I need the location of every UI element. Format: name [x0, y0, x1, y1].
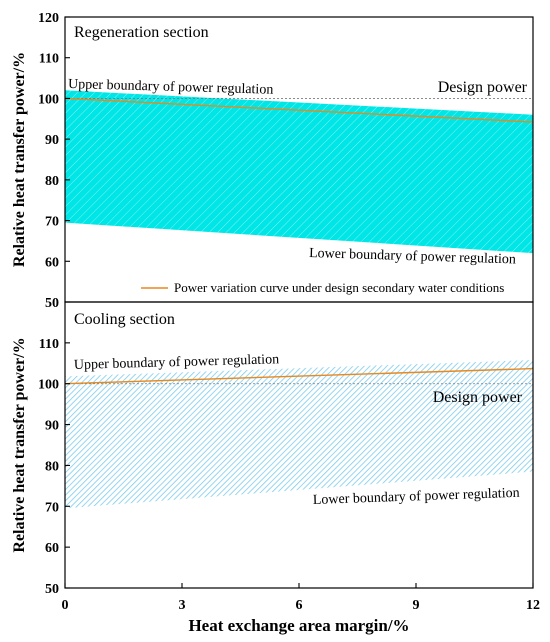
legend-label: Power variation curve under design secon… [174, 280, 504, 295]
annotation-upper-boundary-cooling: Upper boundary of power regulation [74, 352, 280, 373]
panel-title-cooling: Cooling section [74, 311, 175, 328]
y-axis-cooling: 50 60 70 80 90 100 110 [38, 337, 70, 597]
y-tick-label: 70 [45, 215, 59, 230]
x-tick-label: 12 [526, 598, 540, 613]
y-tick-label: 100 [38, 378, 59, 393]
y-tick-label: 110 [39, 52, 59, 67]
y-tick-label: 110 [39, 337, 59, 352]
y-tick-label: 90 [45, 133, 59, 148]
y-tick-label: 50 [45, 296, 59, 311]
y-axis-regeneration: 50 60 70 80 90 100 110 120 [38, 11, 70, 311]
y-tick-label: 80 [45, 459, 59, 474]
y-axis-label-cooling: Relative heat transfer power/% [11, 337, 28, 552]
design-power-label-regeneration: Design power [438, 79, 528, 96]
annotation-lower-boundary-regeneration: Lower boundary of power regulation [309, 246, 516, 267]
panel-title-regeneration: Regeneration section [74, 24, 209, 41]
x-tick-label: 6 [296, 598, 303, 613]
plot-frame-cooling [64, 301, 534, 589]
series-line-regeneration [64, 97, 534, 123]
y-tick-label: 70 [45, 500, 59, 515]
panel-cooling: Cooling section Upper boundary of power … [11, 311, 540, 635]
y-tick-label: 80 [45, 174, 59, 189]
design-power-label-cooling: Design power [433, 389, 523, 406]
series-line-cooling [64, 367, 534, 385]
y-tick-label: 60 [45, 541, 59, 556]
y-tick-label: 100 [38, 92, 59, 107]
y-tick-label: 120 [38, 11, 59, 26]
x-tick-label: 3 [179, 598, 186, 613]
x-tick-label: 9 [413, 598, 420, 613]
x-axis-label: Heat exchange area margin/% [188, 616, 409, 635]
y-tick-label: 60 [45, 255, 59, 270]
annotation-lower-boundary-cooling: Lower boundary of power regulation [313, 486, 520, 508]
y-tick-label: 50 [45, 582, 59, 597]
x-tick-label: 0 [62, 598, 69, 613]
band-cooling [65, 360, 533, 509]
annotation-upper-boundary-regeneration: Upper boundary of power regulation [68, 77, 274, 98]
x-axis: 0 3 6 9 12 [62, 583, 540, 613]
y-axis-label-regeneration: Relative heat transfer power/% [11, 52, 28, 267]
band-regeneration [65, 90, 533, 254]
panel-regeneration: Regeneration section Upper boundary of p… [11, 11, 534, 311]
y-tick-label: 90 [45, 419, 59, 434]
